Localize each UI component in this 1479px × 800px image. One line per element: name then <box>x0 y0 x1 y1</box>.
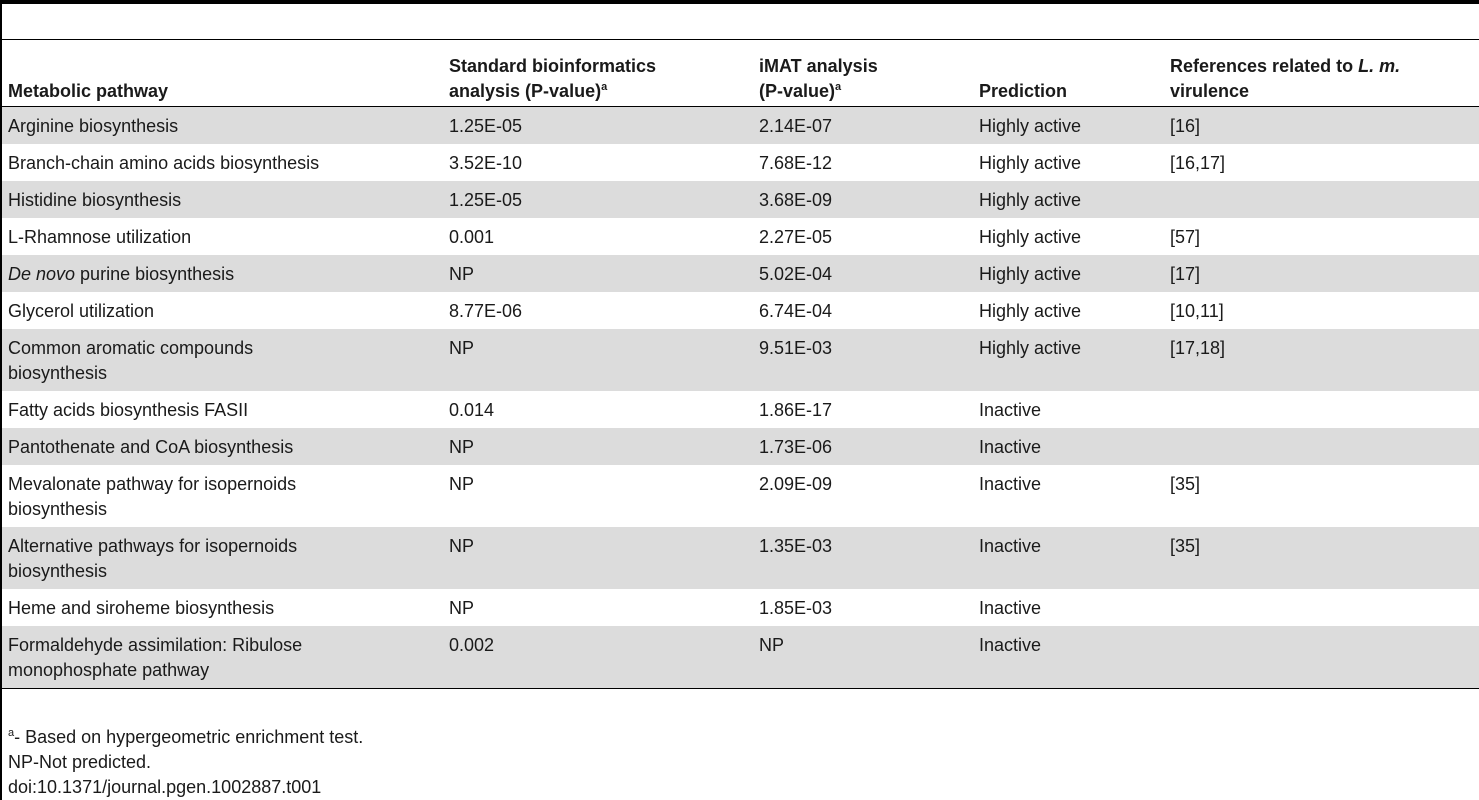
cell-references: [17] <box>1164 255 1479 292</box>
cell-imat-pvalue: 9.51E-03 <box>753 329 973 391</box>
table-row: Common aromatic compounds biosynthesis NP 9… <box>2 329 1479 391</box>
left-border <box>0 0 2 800</box>
footnote-a: a- Based on hypergeometric enrichment te… <box>8 727 364 747</box>
header-imat-analysis: iMAT analysis (P-value)a <box>753 40 973 107</box>
cell-standard-pvalue: 0.014 <box>449 400 495 420</box>
table-row: Heme and siroheme biosynthesis NP 1.85E-03… <box>2 589 1479 626</box>
header-standard-analysis: Standard bioinformatics analysis (P-value… <box>443 40 753 107</box>
cell-prediction: Inactive <box>979 598 1042 618</box>
cell-standard-pvalue: NP <box>443 428 753 465</box>
cell-standard-pvalue: 8.77E-06 <box>449 301 523 321</box>
cell-references <box>1164 589 1479 626</box>
cell-standard-pvalue: 0.001 <box>449 227 495 247</box>
cell-prediction: Highly active <box>973 329 1164 391</box>
cell-pathway: Histidine biosynthesis <box>2 181 443 218</box>
cell-prediction: Inactive <box>973 527 1164 589</box>
cell-pathway: Formaldehyde assimilation: Ribulose monop… <box>2 626 443 689</box>
table-row: Branch-chain amino acids biosynthesis 3.5… <box>2 144 1479 181</box>
cell-imat-pvalue: 1.85E-03 <box>759 598 833 618</box>
cell-pathway: Glycerol utilization <box>8 301 155 321</box>
cell-prediction: Highly active <box>973 181 1164 218</box>
cell-pathway: L-Rhamnose utilization <box>8 227 192 247</box>
cell-references <box>1164 181 1479 218</box>
cell-imat-pvalue: 6.74E-04 <box>759 301 833 321</box>
table-row: Fatty acids biosynthesis FASII 0.014 1.86E… <box>2 391 1479 428</box>
doi-text: doi:10.1371/journal.pgen.1002887.t001 <box>8 777 322 797</box>
cell-standard-pvalue: NP <box>443 255 753 292</box>
cell-prediction: Highly active <box>979 227 1082 247</box>
header-prediction: Prediction <box>973 40 1164 107</box>
footnotes: a- Based on hypergeometric enrichment te… <box>8 725 363 800</box>
table-header-row: Metabolic pathway Standard bioinformatic… <box>2 40 1479 107</box>
cell-pathway: Mevalonate pathway for isopernoids biosyn… <box>8 474 297 519</box>
table-row: Pantothenate and CoA biosynthesis NP 1.73E… <box>2 428 1479 465</box>
cell-prediction: Highly active <box>973 106 1164 144</box>
cell-prediction: Inactive <box>979 400 1042 420</box>
cell-standard-pvalue: 3.52E-10 <box>449 153 523 173</box>
cell-references: [17,18] <box>1164 329 1479 391</box>
cell-pathway: Fatty acids biosynthesis FASII <box>8 400 249 420</box>
cell-pathway: De novo purine biosynthesis <box>2 255 443 292</box>
cell-references: [10,11] <box>1170 301 1224 321</box>
table-row: Formaldehyde assimilation: Ribulose monop… <box>2 626 1479 689</box>
cell-imat-pvalue: 3.68E-09 <box>753 181 973 218</box>
table-row: Mevalonate pathway for isopernoids biosyn… <box>2 465 1479 527</box>
table-body: Arginine biosynthesis 1.25E-05 2.14E-07 Hig… <box>2 106 1479 689</box>
cell-references: [16] <box>1164 106 1479 144</box>
cell-pathway: Heme and siroheme biosynthesis <box>8 598 275 618</box>
cell-references: [35] <box>1164 527 1479 589</box>
header-top-rule <box>0 39 1479 40</box>
table-row: Arginine biosynthesis 1.25E-05 2.14E-07 Hig… <box>2 106 1479 144</box>
cell-prediction: Highly active <box>979 153 1082 173</box>
cell-references <box>1164 428 1479 465</box>
cell-pathway: Alternative pathways for isopernoids bios… <box>2 527 443 589</box>
cell-pathway: Common aromatic compounds biosynthesis <box>2 329 443 391</box>
cell-imat-pvalue: NP <box>753 626 973 689</box>
cell-imat-pvalue: 1.35E-03 <box>753 527 973 589</box>
cell-prediction: Highly active <box>979 301 1082 321</box>
cell-standard-pvalue: 0.002 <box>443 626 753 689</box>
cell-prediction: Inactive <box>973 626 1164 689</box>
footnote-np: NP-Not predicted. <box>8 752 152 772</box>
cell-prediction: Highly active <box>973 255 1164 292</box>
cell-pathway: Branch-chain amino acids biosynthesis <box>8 153 320 173</box>
cell-standard-pvalue: NP <box>443 527 753 589</box>
cell-standard-pvalue: 1.25E-05 <box>443 181 753 218</box>
header-metabolic-pathway: Metabolic pathway <box>2 40 443 107</box>
cell-imat-pvalue: 1.73E-06 <box>753 428 973 465</box>
cell-references: [57] <box>1170 227 1201 247</box>
table-row: Histidine biosynthesis 1.25E-05 3.68E-09 Hi… <box>2 181 1479 218</box>
cell-prediction: Inactive <box>979 474 1042 494</box>
cell-imat-pvalue: 5.02E-04 <box>753 255 973 292</box>
cell-imat-pvalue: 7.68E-12 <box>759 153 833 173</box>
cell-imat-pvalue: 2.14E-07 <box>753 106 973 144</box>
table-row: L-Rhamnose utilization 0.001 2.27E-05 Highl… <box>2 218 1479 255</box>
table-row: Glycerol utilization 8.77E-06 6.74E-04 High… <box>2 292 1479 329</box>
cell-standard-pvalue: 1.25E-05 <box>443 106 753 144</box>
table-row: Alternative pathways for isopernoids bios… <box>2 527 1479 589</box>
cell-standard-pvalue: NP <box>449 474 475 494</box>
cell-references <box>1164 391 1479 428</box>
cell-pathway: Arginine biosynthesis <box>2 106 443 144</box>
pathway-table: Metabolic pathway Standard bioinformatic… <box>2 40 1479 689</box>
cell-imat-pvalue: 1.86E-17 <box>759 400 833 420</box>
cell-standard-pvalue: NP <box>449 598 475 618</box>
cell-standard-pvalue: NP <box>443 329 753 391</box>
top-rule <box>0 0 1479 4</box>
cell-references <box>1164 626 1479 689</box>
cell-references: [16,17] <box>1170 153 1226 173</box>
cell-references: [35] <box>1170 474 1201 494</box>
cell-prediction: Inactive <box>973 428 1164 465</box>
cell-pathway: Pantothenate and CoA biosynthesis <box>2 428 443 465</box>
table-row: De novo purine biosynthesis NP 5.02E-04 Hig… <box>2 255 1479 292</box>
cell-imat-pvalue: 2.09E-09 <box>759 474 833 494</box>
cell-imat-pvalue: 2.27E-05 <box>759 227 833 247</box>
header-references: References related to L. m. virulence <box>1164 40 1479 107</box>
